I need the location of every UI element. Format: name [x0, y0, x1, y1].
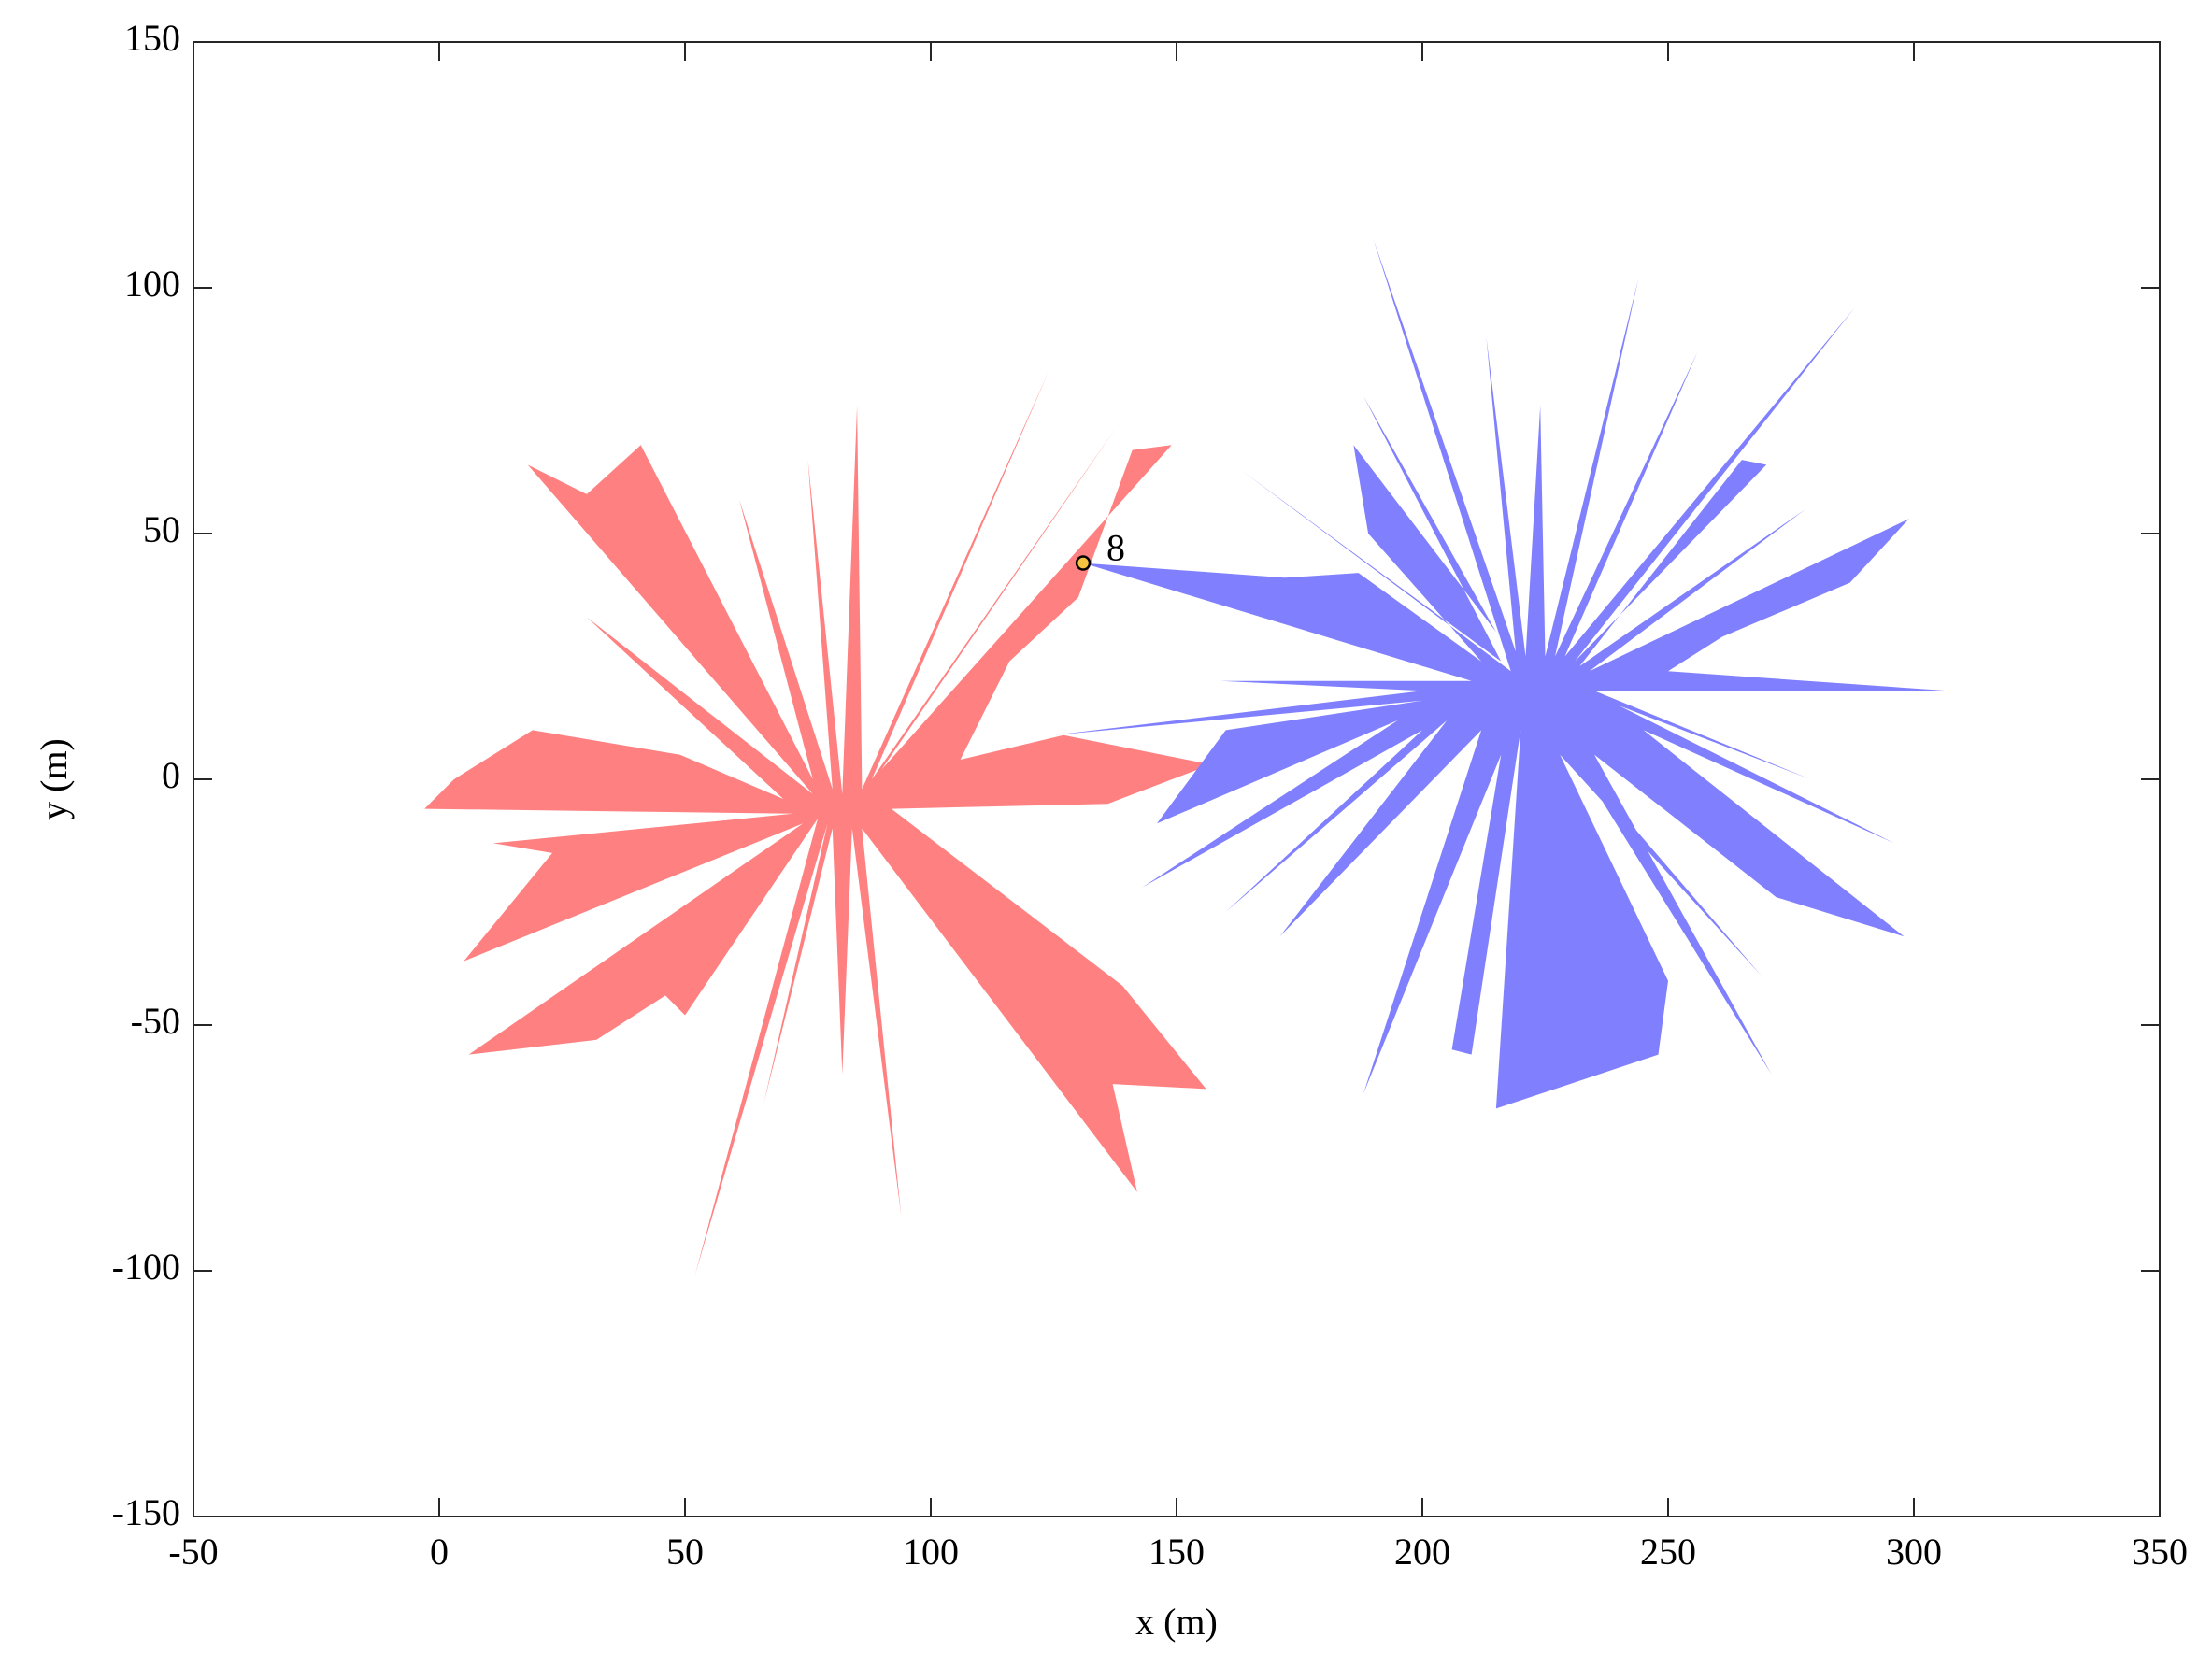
y-tick-label: 100 [124, 263, 180, 305]
x-tick-label: 50 [666, 1531, 704, 1573]
x-tick-label: 300 [1886, 1531, 1942, 1573]
x-axis-label: x (m) [1135, 1601, 1218, 1643]
x-tick-label: 100 [903, 1531, 959, 1573]
polygon-area [1053, 238, 1948, 1109]
y-tick-label: -100 [112, 1246, 180, 1288]
x-tick-label: 150 [1149, 1531, 1205, 1573]
y-tick-label: -50 [131, 1000, 180, 1042]
y-tick-label: 50 [143, 508, 180, 550]
y-axis-label: y (m) [33, 738, 75, 820]
x-tick-label: 250 [1640, 1531, 1696, 1573]
x-tick-label: 200 [1394, 1531, 1450, 1573]
point-marker [1075, 555, 1092, 571]
point-label: 8 [1106, 527, 1125, 569]
x-tick-label: 350 [2132, 1531, 2188, 1573]
x-tick-label: -50 [168, 1531, 218, 1573]
y-tick-label: 0 [162, 754, 180, 796]
x-tick-label: 0 [430, 1531, 449, 1573]
polygon-area [424, 371, 1211, 1276]
y-tick-label: 150 [124, 17, 180, 59]
y-tick-label: -150 [112, 1491, 180, 1533]
